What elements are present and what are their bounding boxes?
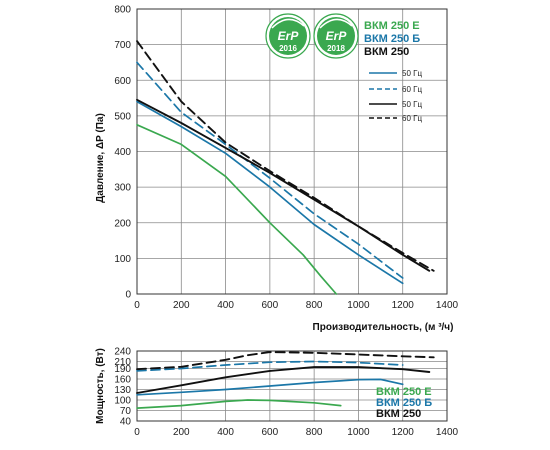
pressure-x-tick-label: 600 xyxy=(262,300,279,311)
power-y-tick-label: 160 xyxy=(114,375,131,386)
power-x-tick-label: 1400 xyxy=(436,427,459,438)
power-y-tick-label: 130 xyxy=(114,385,131,396)
legend-freq-label: 50 Гц xyxy=(402,69,422,78)
pressure-y-tick-label: 100 xyxy=(114,254,131,265)
power-y-tick-label: 100 xyxy=(114,396,131,407)
power-y-tick-label: 70 xyxy=(120,406,132,417)
legend-model-base: ВКМ 250 xyxy=(364,46,409,58)
power-legend-model-e: ВКМ 250 Е xyxy=(376,386,432,398)
pressure-series-green-solid xyxy=(136,123,338,295)
pressure-axis-title: Давление, ΔP (Па) xyxy=(95,113,106,203)
pressure-x-tick-label: 1200 xyxy=(392,300,415,311)
power-series-blue-dashed xyxy=(136,360,404,372)
pressure-y-tick-label: 500 xyxy=(114,111,131,122)
power-x-tick-label: 1200 xyxy=(392,427,415,438)
legend-model-b: ВКМ 250 Б xyxy=(364,33,420,45)
erp-2016-badge: ErP 2016 xyxy=(265,13,311,59)
power-y-tick-label: 190 xyxy=(114,364,131,375)
power-x-tick-label: 400 xyxy=(217,427,234,438)
pressure-y-tick-label: 600 xyxy=(114,76,131,87)
power-x-tick-label: 1000 xyxy=(347,427,370,438)
pressure-y-tick-label: 800 xyxy=(114,5,131,16)
legend-model-e: ВКМ 250 Е xyxy=(364,20,420,32)
pressure-legend: ВКМ 250 Е ВКМ 250 Б ВКМ 250 50 Гц 60 Гц 50… xyxy=(364,20,422,123)
power-series-blue-solid xyxy=(136,378,404,396)
pressure-x-tick-label: 0 xyxy=(134,300,140,311)
power-series-black-solid xyxy=(136,366,431,394)
pressure-y-tick-label: 700 xyxy=(114,40,131,51)
pressure-series-blue-dashed xyxy=(136,61,404,279)
power-legend-model-base: ВКМ 250 xyxy=(376,408,421,420)
power-legend-model-b: ВКМ 250 Б xyxy=(376,397,432,409)
erp-2018-badge-year: 2018 xyxy=(327,44,345,53)
erp-2018-badge-label: ErP xyxy=(326,29,348,43)
pressure-series-blue-solid xyxy=(136,100,404,285)
power-y-tick-label: 210 xyxy=(114,357,131,368)
power-plot: 0 200 400 600 800 1000 1200 1400 407010013016019… xyxy=(114,347,458,439)
legend-freq-label: 60 Гц xyxy=(402,85,422,94)
pressure-series-black-solid xyxy=(136,98,431,272)
pressure-frame xyxy=(136,8,448,295)
pressure-y-tick-label: 200 xyxy=(114,218,131,229)
power-x-tick-label: 600 xyxy=(262,427,279,438)
pressure-y-tick-label: 0 xyxy=(125,290,131,301)
flow-axis-title: Производительность, (м ³/ч) xyxy=(313,322,454,333)
pressure-x-tick-label: 200 xyxy=(173,300,190,311)
pressure-x-tick-label: 800 xyxy=(306,300,323,311)
pressure-x-tick-label: 1000 xyxy=(347,300,370,311)
power-frame xyxy=(136,350,448,422)
power-x-tick-label: 800 xyxy=(306,427,323,438)
pressure-plot: 0 200 400 600 800 1000 1200 1400 0 100 200 300 400 50… xyxy=(114,5,458,312)
erp-2016-badge-label: ErP xyxy=(278,29,300,43)
power-series-black-dashed xyxy=(136,351,435,371)
power-y-tick-label: 40 xyxy=(120,417,132,428)
power-x-tick-label: 200 xyxy=(173,427,190,438)
pressure-series-black-dashed xyxy=(136,40,435,272)
erp-2016-badge-year: 2016 xyxy=(279,44,297,53)
power-axis-title: Мощность, (Вт) xyxy=(95,348,106,424)
pressure-x-tick-label: 400 xyxy=(217,300,234,311)
legend-freq-label: 60 Гц xyxy=(402,114,422,123)
pressure-y-tick-label: 300 xyxy=(114,183,131,194)
pressure-y-tick-label: 400 xyxy=(114,147,131,158)
power-y-tick-label: 240 xyxy=(114,347,131,358)
power-series-green-solid xyxy=(136,399,342,409)
legend-freq-label: 50 Гц xyxy=(402,100,422,109)
pressure-x-tick-label: 1400 xyxy=(436,300,459,311)
erp-2018-badge: ErP 2018 xyxy=(313,13,359,59)
power-x-tick-label: 0 xyxy=(134,427,140,438)
power-legend: ВКМ 250 Е ВКМ 250 Б ВКМ 250 xyxy=(376,386,432,420)
